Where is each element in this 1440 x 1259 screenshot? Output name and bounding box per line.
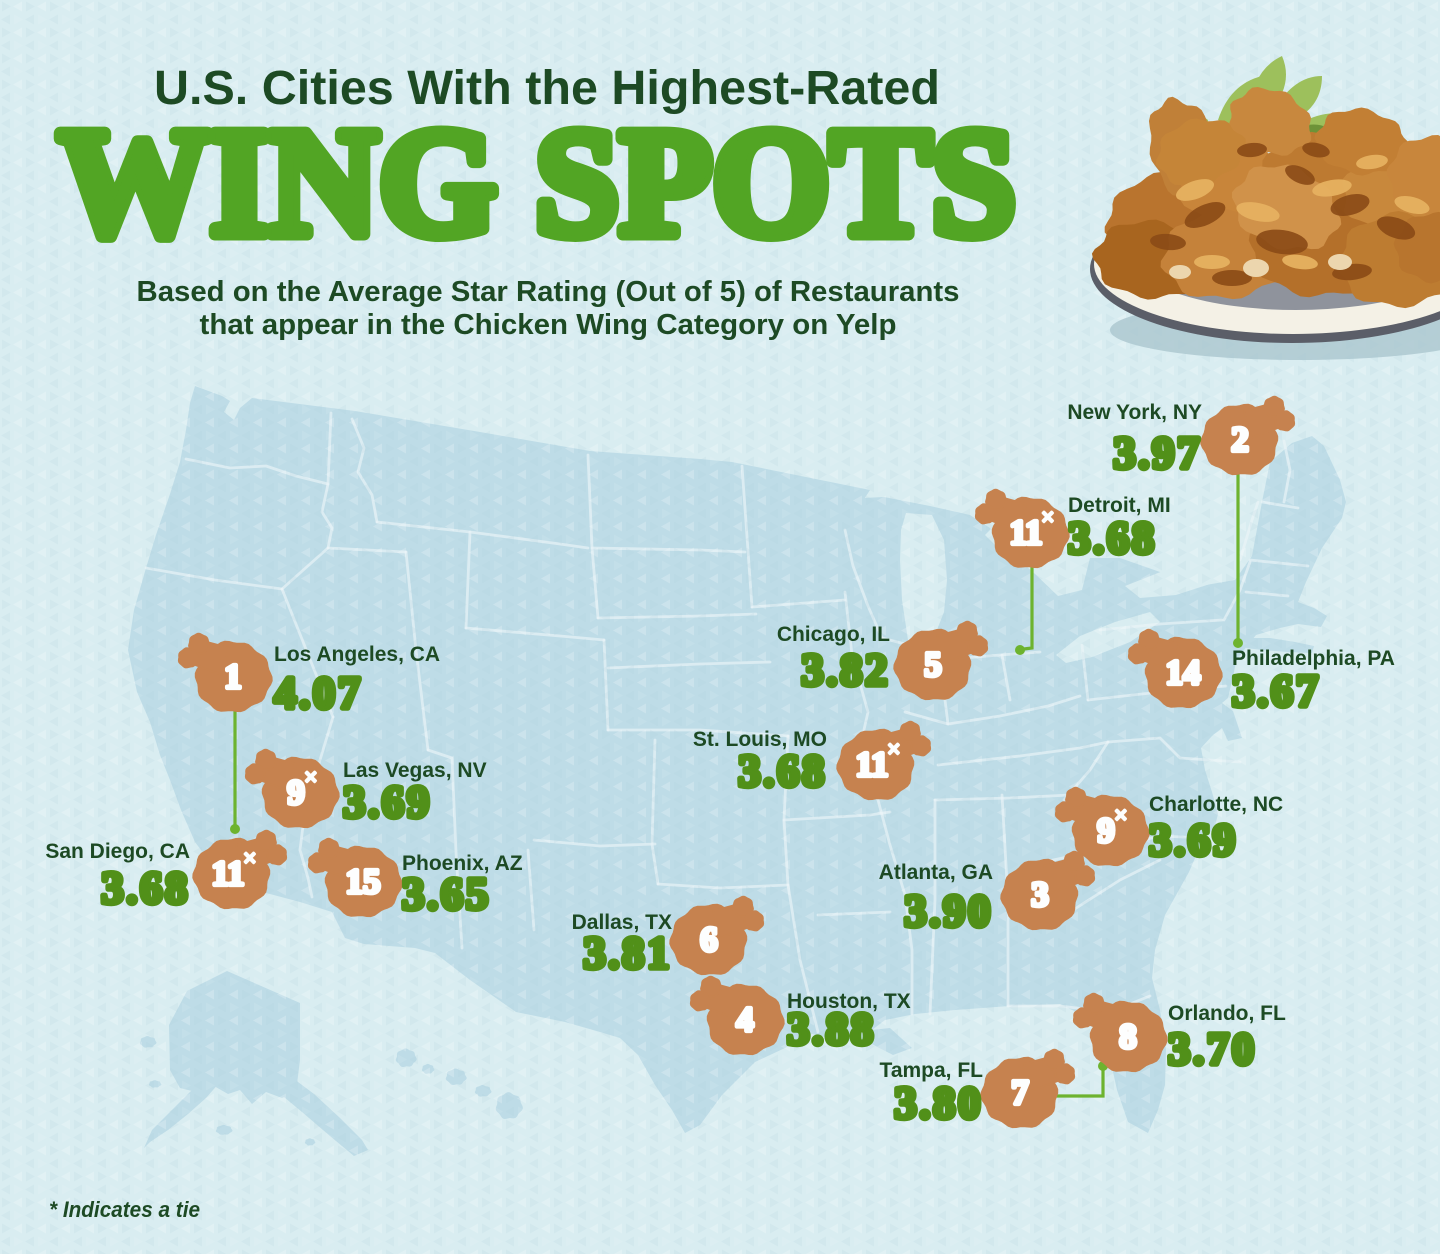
svg-text:3.82: 3.82: [801, 645, 890, 695]
svg-text:Based on the Average Star Rati: Based on the Average Star Rating (Out of…: [137, 276, 960, 308]
svg-text:New York, NY: New York, NY: [1067, 401, 1202, 424]
svg-text:15: 15: [346, 862, 381, 901]
svg-text:×: ×: [304, 765, 318, 791]
svg-text:4: 4: [736, 1000, 754, 1039]
svg-text:11: 11: [211, 854, 244, 893]
svg-text:3.90: 3.90: [904, 886, 993, 936]
svg-text:×: ×: [1114, 803, 1128, 829]
svg-text:Philadelphia, PA: Philadelphia, PA: [1232, 647, 1395, 670]
svg-text:3.65: 3.65: [402, 869, 491, 919]
svg-text:Atlanta, GA: Atlanta, GA: [879, 861, 993, 884]
svg-text:3: 3: [1031, 875, 1049, 914]
svg-text:5: 5: [924, 645, 942, 684]
svg-text:Tampa, FL: Tampa, FL: [880, 1059, 984, 1082]
svg-text:×: ×: [1041, 505, 1055, 531]
svg-text:14: 14: [1166, 653, 1201, 692]
svg-text:U.S. Cities With the Highest-R: U.S. Cities With the Highest-Rated: [154, 62, 940, 115]
svg-text:1: 1: [224, 657, 242, 696]
svg-text:9: 9: [1097, 811, 1115, 850]
svg-text:6: 6: [700, 920, 718, 959]
svg-text:3.81: 3.81: [583, 928, 672, 978]
svg-text:that appear in the Chicken Win: that appear in the Chicken Wing Category…: [200, 309, 897, 341]
svg-text:×: ×: [243, 846, 257, 872]
svg-text:Houston, TX: Houston, TX: [787, 990, 911, 1013]
svg-text:Las Vegas, NV: Las Vegas, NV: [343, 759, 487, 782]
svg-text:3.69: 3.69: [343, 777, 432, 827]
svg-text:3.68: 3.68: [738, 746, 827, 796]
svg-text:St. Louis, MO: St. Louis, MO: [693, 728, 827, 751]
svg-text:3.80: 3.80: [894, 1078, 983, 1128]
svg-text:3.67: 3.67: [1232, 666, 1321, 716]
svg-text:3.68: 3.68: [1068, 513, 1157, 563]
svg-text:2: 2: [1231, 420, 1249, 459]
svg-text:Orlando, FL: Orlando, FL: [1168, 1002, 1286, 1025]
svg-text:7: 7: [1011, 1073, 1029, 1112]
svg-text:WING SPOTS: WING SPOTS: [58, 98, 1016, 268]
svg-text:Dallas, TX: Dallas, TX: [572, 911, 672, 934]
svg-text:Chicago, IL: Chicago, IL: [777, 623, 890, 646]
svg-text:3.97: 3.97: [1113, 428, 1202, 478]
svg-text:9: 9: [287, 773, 305, 812]
svg-text:Detroit, MI: Detroit, MI: [1068, 494, 1171, 517]
svg-text:3.88: 3.88: [787, 1004, 876, 1054]
svg-text:11: 11: [1009, 513, 1042, 552]
svg-text:Charlotte, NC: Charlotte, NC: [1149, 793, 1283, 816]
svg-text:San Diego, CA: San Diego, CA: [45, 840, 190, 863]
svg-text:Phoenix, AZ: Phoenix, AZ: [402, 852, 523, 875]
svg-text:* Indicates a tie: * Indicates a tie: [49, 1197, 200, 1222]
svg-text:8: 8: [1119, 1017, 1137, 1056]
svg-text:3.68: 3.68: [101, 863, 190, 913]
svg-text:4.07: 4.07: [274, 668, 363, 718]
svg-text:3.70: 3.70: [1168, 1024, 1257, 1074]
svg-text:×: ×: [887, 737, 901, 763]
svg-text:3.69: 3.69: [1149, 815, 1238, 865]
svg-text:Los Angeles, CA: Los Angeles, CA: [274, 643, 440, 666]
svg-text:11: 11: [855, 745, 888, 784]
